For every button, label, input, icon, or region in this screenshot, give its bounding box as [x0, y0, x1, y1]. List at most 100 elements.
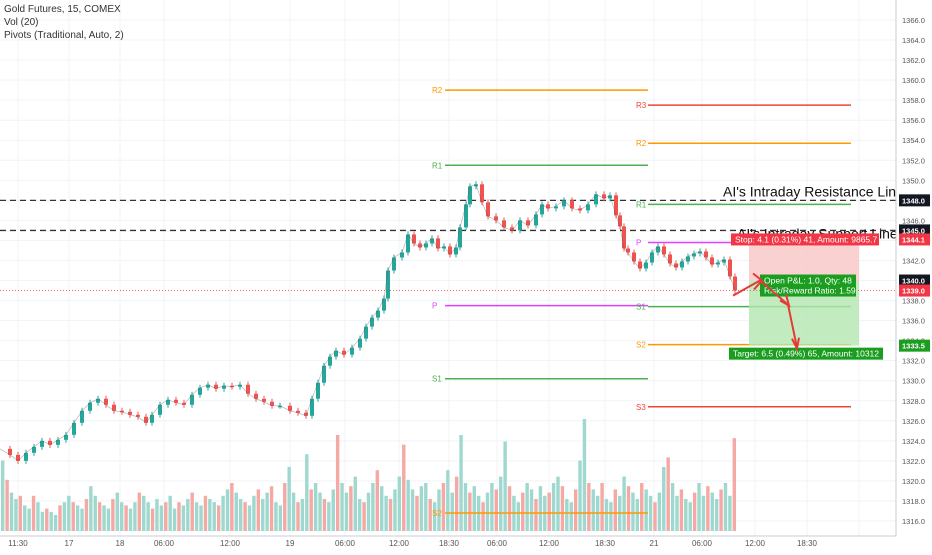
legend-volume[interactable]: Vol (20) — [4, 17, 39, 28]
y-tick-label: 1362.0 — [902, 56, 925, 65]
volume-bar — [710, 492, 714, 531]
pivot-label-curr: S1 — [636, 303, 646, 312]
y-tick-label: 1342.0 — [902, 256, 925, 265]
volume-bar — [296, 502, 300, 531]
candle-body — [392, 257, 396, 271]
x-tick-label: 18:30 — [595, 539, 616, 548]
volume-bar — [318, 492, 322, 531]
x-tick-label: 06:00 — [154, 539, 175, 548]
y-tick-label: 1330.0 — [902, 377, 925, 386]
candle-body — [448, 246, 452, 255]
price-badge — [899, 224, 930, 237]
candle-body — [480, 184, 484, 203]
y-tick-label: 1320.0 — [902, 477, 925, 486]
volume-bar — [587, 483, 591, 531]
candle-body — [436, 238, 440, 249]
candle-body — [680, 261, 684, 268]
candle-body — [80, 410, 84, 423]
pivot-label-curr: R2 — [636, 139, 647, 148]
candle-body — [454, 247, 458, 255]
y-tick-label: 1322.0 — [902, 457, 925, 466]
volume-bar — [666, 457, 670, 531]
volume-bar — [199, 505, 203, 531]
volume-bar — [732, 438, 736, 531]
candle-body — [104, 398, 108, 405]
volume-bar — [278, 505, 283, 531]
pivot-label-prev: S1 — [432, 375, 442, 384]
volume-bar — [507, 486, 512, 531]
candle-body — [442, 246, 446, 249]
candle-body — [632, 252, 636, 262]
volume-bar — [340, 483, 344, 531]
volume-bar — [569, 502, 573, 531]
target-label: Target: 6.5 (0.49%) 65, Amount: 10312 — [733, 349, 879, 359]
volume-bar — [111, 499, 115, 531]
volume-bar — [468, 492, 472, 531]
candle-body — [128, 411, 132, 415]
y-tick-label: 1336.0 — [902, 317, 925, 326]
candle-body — [526, 220, 530, 226]
volume-bar — [53, 515, 58, 531]
volume-bar — [684, 499, 688, 531]
candle-body — [674, 263, 678, 268]
candle-body — [494, 216, 498, 221]
volume-bar — [159, 505, 164, 531]
candle-body — [342, 350, 346, 355]
price-badge-label: 1340.0 — [902, 277, 925, 286]
volume-bar — [5, 479, 9, 531]
candle-body — [136, 414, 140, 417]
candle-body — [602, 194, 606, 199]
volume-bar — [106, 508, 111, 531]
price-badge-label: 1339.0 — [902, 287, 925, 296]
volume-bar — [331, 489, 335, 531]
candle-body — [358, 338, 362, 348]
candle-body — [468, 186, 472, 205]
volume-bar — [410, 489, 415, 531]
volume-bar — [366, 492, 371, 531]
stop-label: Stop: 4.1 (0.31%) 41, Amount: 9865.7 — [735, 234, 878, 244]
pivot-label-curr: R1 — [636, 200, 647, 209]
candle-body — [112, 404, 116, 411]
volume-bar — [357, 499, 362, 531]
volume-bar — [124, 505, 128, 531]
volume-bar — [591, 489, 595, 531]
candle-body — [424, 243, 428, 248]
volume-bar — [155, 499, 159, 531]
volume-bar — [186, 499, 190, 531]
legend-pivots[interactable]: Pivots (Traditional, Auto, 2) — [4, 30, 124, 41]
volume-bar — [393, 489, 397, 531]
rr-label: Risk/Reward Ratio: 1.59 — [764, 286, 856, 296]
volume-bar — [529, 489, 534, 531]
volume-bar — [644, 489, 648, 531]
trade-arrow-head — [791, 337, 800, 352]
volume-bar — [133, 502, 137, 531]
candle-body — [96, 398, 100, 403]
volume-bar — [313, 483, 318, 531]
volume-bar — [194, 502, 199, 531]
volume-bar — [648, 495, 653, 531]
volume-bar — [305, 454, 309, 531]
volume-bar — [36, 502, 40, 531]
candle-body — [16, 454, 20, 461]
legend-symbol[interactable]: Gold Futures, 15, COMEX — [4, 4, 121, 15]
volume-bar — [547, 492, 551, 531]
candle-body — [458, 227, 462, 248]
volume-bar — [274, 502, 278, 531]
candle-body — [166, 399, 170, 405]
volume-bar — [75, 505, 80, 531]
x-tick-label: 06:00 — [335, 539, 356, 548]
candle-body — [578, 208, 582, 211]
volume-bar — [560, 486, 565, 531]
volume-bar — [31, 495, 36, 531]
volume-bar — [142, 495, 146, 531]
price-badge-label: 1344.1 — [902, 235, 925, 244]
volume-bar — [62, 502, 67, 531]
volume-bar — [728, 495, 732, 531]
x-tick-label: 06:00 — [692, 539, 713, 548]
candle-body — [570, 200, 574, 209]
price-badge-label: 1348.0 — [902, 196, 925, 205]
candle-body — [334, 350, 338, 357]
candle-body — [364, 326, 368, 339]
candle-body — [8, 448, 12, 455]
